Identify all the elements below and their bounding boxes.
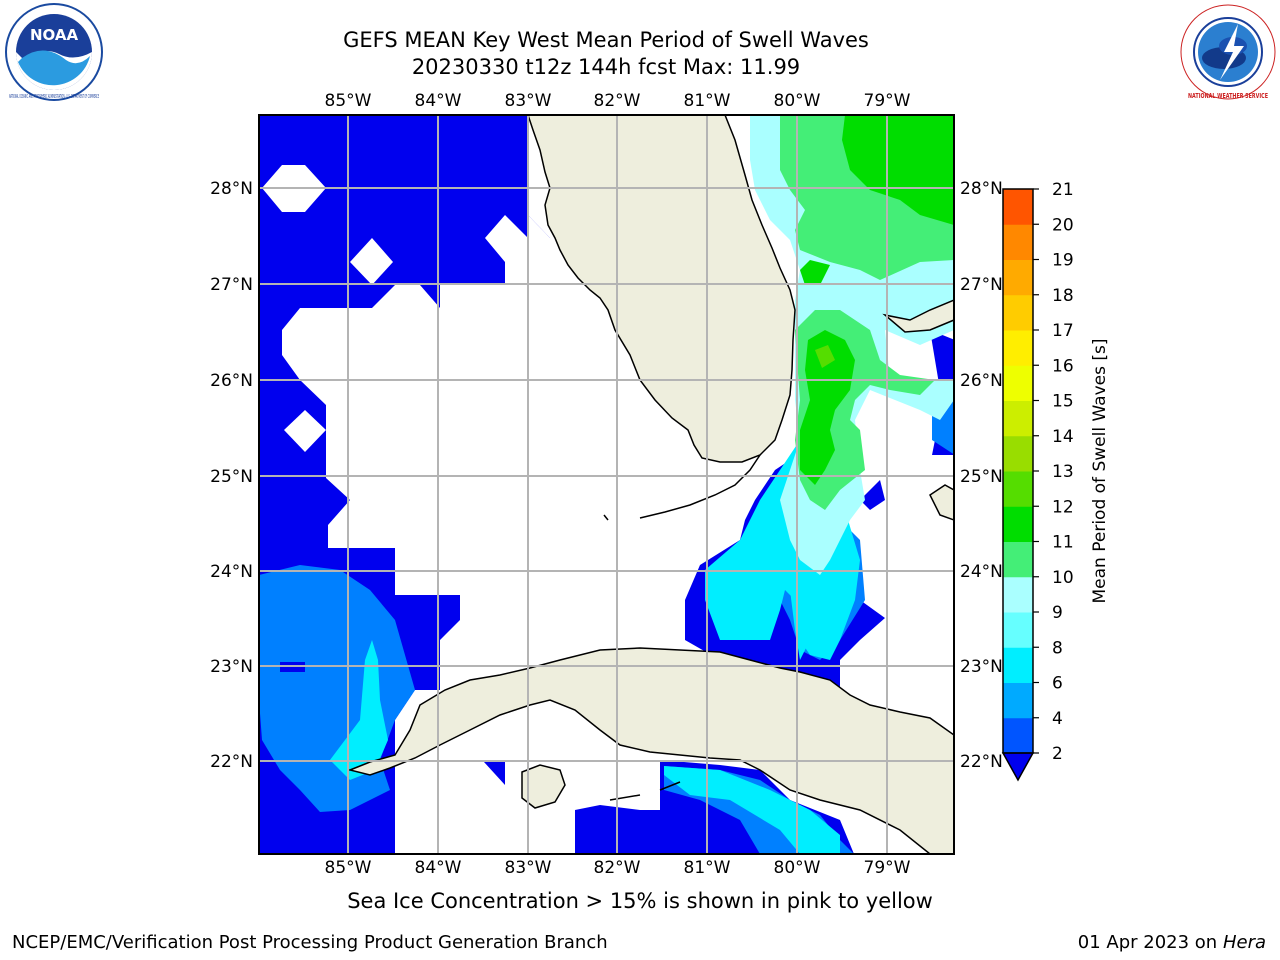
florida-keys	[603, 454, 761, 521]
date-text: 01 Apr 2023 on	[1077, 932, 1218, 953]
lon-label: 79°W	[864, 91, 911, 111]
lon-label: 81°W	[684, 858, 731, 878]
colorbar-swatch	[1003, 682, 1033, 719]
colorbar-tick-label: 8	[1052, 638, 1063, 658]
colorbar-tick-label: 11	[1052, 533, 1074, 553]
lat-label: 23°N	[960, 657, 1003, 677]
colorbar-label: Mean Period of Swell Waves [s]	[1090, 339, 1110, 604]
colorbar-swatch	[1003, 365, 1033, 401]
colorbar-swatch	[1003, 400, 1033, 437]
colorbar-swatch	[1003, 717, 1033, 754]
lat-label: 22°N	[210, 752, 253, 772]
colorbar-tick-label: 4	[1052, 709, 1063, 729]
lat-label: 24°N	[210, 562, 253, 582]
lat-labels-right: 28°N 27°N 26°N 25°N 24°N 23°N 22°N	[960, 179, 1003, 772]
lon-label: 80°W	[774, 858, 821, 878]
colorbar: 2 4 6 8 9 10 11 12 13 14 15 16 17 18 19 20 21	[1001, 180, 1074, 782]
lon-label: 85°W	[325, 91, 372, 111]
lon-label: 84°W	[415, 91, 462, 111]
colorbar-tick-label: 14	[1052, 427, 1074, 447]
date-line: 01 Apr 2023 on Hera	[1078, 932, 1266, 953]
colorbar-tick-label: 15	[1052, 392, 1074, 412]
colorbar-swatch	[1003, 612, 1033, 648]
florida-landmass	[527, 115, 796, 463]
colorbar-swatch	[1003, 435, 1033, 472]
colorbar-tick-label: 2	[1052, 744, 1063, 764]
colorbar-tick-label: 16	[1052, 356, 1074, 376]
colorbar-tick-label: 6	[1052, 674, 1063, 694]
grand-bahama	[882, 299, 954, 333]
noaa-logo-text: NOAA	[30, 26, 79, 44]
lat-label: 24°N	[960, 562, 1003, 582]
nws-ring-text: NATIONAL WEATHER SERVICE	[1188, 92, 1268, 100]
colorbar-tick-label: 18	[1052, 286, 1074, 306]
graticule	[259, 115, 954, 854]
lat-label: 26°N	[960, 371, 1003, 391]
lon-label: 79°W	[864, 858, 911, 878]
credit-line: NCEP/EMC/Verification Post Processing Pr…	[12, 932, 608, 953]
colorbar-tick-label: 20	[1052, 215, 1074, 235]
colorbar-swatch	[1003, 647, 1033, 683]
lat-label: 27°N	[210, 275, 253, 295]
colorbar-swatch	[1003, 330, 1033, 366]
cuba-landmass	[347, 647, 954, 854]
lon-label: 80°W	[774, 91, 821, 111]
colorbar-extend-arrow	[1001, 752, 1035, 782]
colorbar-swatch	[1003, 576, 1033, 613]
lat-labels-left: 28°N 27°N 26°N 25°N 24°N 23°N 22°N	[210, 179, 253, 772]
colorbar-swatch	[1003, 471, 1033, 507]
lon-label: 82°W	[594, 91, 641, 111]
lon-label: 81°W	[684, 91, 731, 111]
colorbar-tick-label: 9	[1052, 603, 1063, 623]
lat-label: 25°N	[210, 467, 253, 487]
colorbar-swatch	[1003, 506, 1033, 542]
lat-label: 26°N	[210, 371, 253, 391]
lat-label: 28°N	[210, 179, 253, 199]
colorbar-tick-label: 17	[1052, 321, 1074, 341]
colorbar-swatch	[1003, 541, 1033, 578]
sea-ice-note: Sea Ice Concentration > 15% is shown in …	[347, 889, 933, 913]
lat-label: 22°N	[960, 752, 1003, 772]
colorbar-tick-label: 12	[1052, 497, 1074, 517]
lon-label: 83°W	[505, 91, 552, 111]
colorbar-swatch	[1003, 224, 1033, 260]
colorbar-tick-label: 19	[1052, 251, 1074, 271]
lon-labels-bottom: 85°W 84°W 83°W 82°W 81°W 80°W 79°W	[325, 858, 911, 878]
lon-label: 85°W	[325, 858, 372, 878]
colorbar-swatch	[1003, 189, 1033, 225]
lon-label: 84°W	[415, 858, 462, 878]
andros-island	[929, 484, 954, 521]
colorbar-swatch	[1003, 294, 1033, 331]
isla-de-la-juventud	[521, 764, 566, 809]
lon-label: 83°W	[505, 858, 552, 878]
noaa-ring-text: NATIONAL OCEANIC AND ATMOSPHERIC ADMINIS…	[9, 94, 99, 100]
chart-title: GEFS MEAN Key West Mean Period of Swell …	[343, 28, 869, 52]
noaa-logo: NOAA NATIONAL OCEANIC AND ATMOSPHERIC AD…	[5, 3, 103, 101]
contour-layer-10s	[800, 115, 954, 485]
lat-label: 23°N	[210, 657, 253, 677]
colorbar-swatch	[1003, 259, 1033, 296]
lat-label: 27°N	[960, 275, 1003, 295]
colorbar-tick-label: 21	[1052, 180, 1074, 200]
lat-label: 28°N	[960, 179, 1003, 199]
host-name: Hera	[1222, 932, 1266, 953]
map-frame	[258, 114, 955, 855]
nws-logo: NATIONAL WEATHER SERVICE	[1180, 4, 1276, 100]
colorbar-tick-label: 10	[1052, 568, 1074, 588]
colorbar-tick-label: 13	[1052, 462, 1074, 482]
lat-label: 25°N	[960, 467, 1003, 487]
chart-subtitle: 20230330 t12z 144h fcst Max: 11.99	[411, 55, 801, 79]
lon-labels-top: 85°W 84°W 83°W 82°W 81°W 80°W 79°W	[325, 91, 911, 111]
lon-label: 82°W	[594, 858, 641, 878]
